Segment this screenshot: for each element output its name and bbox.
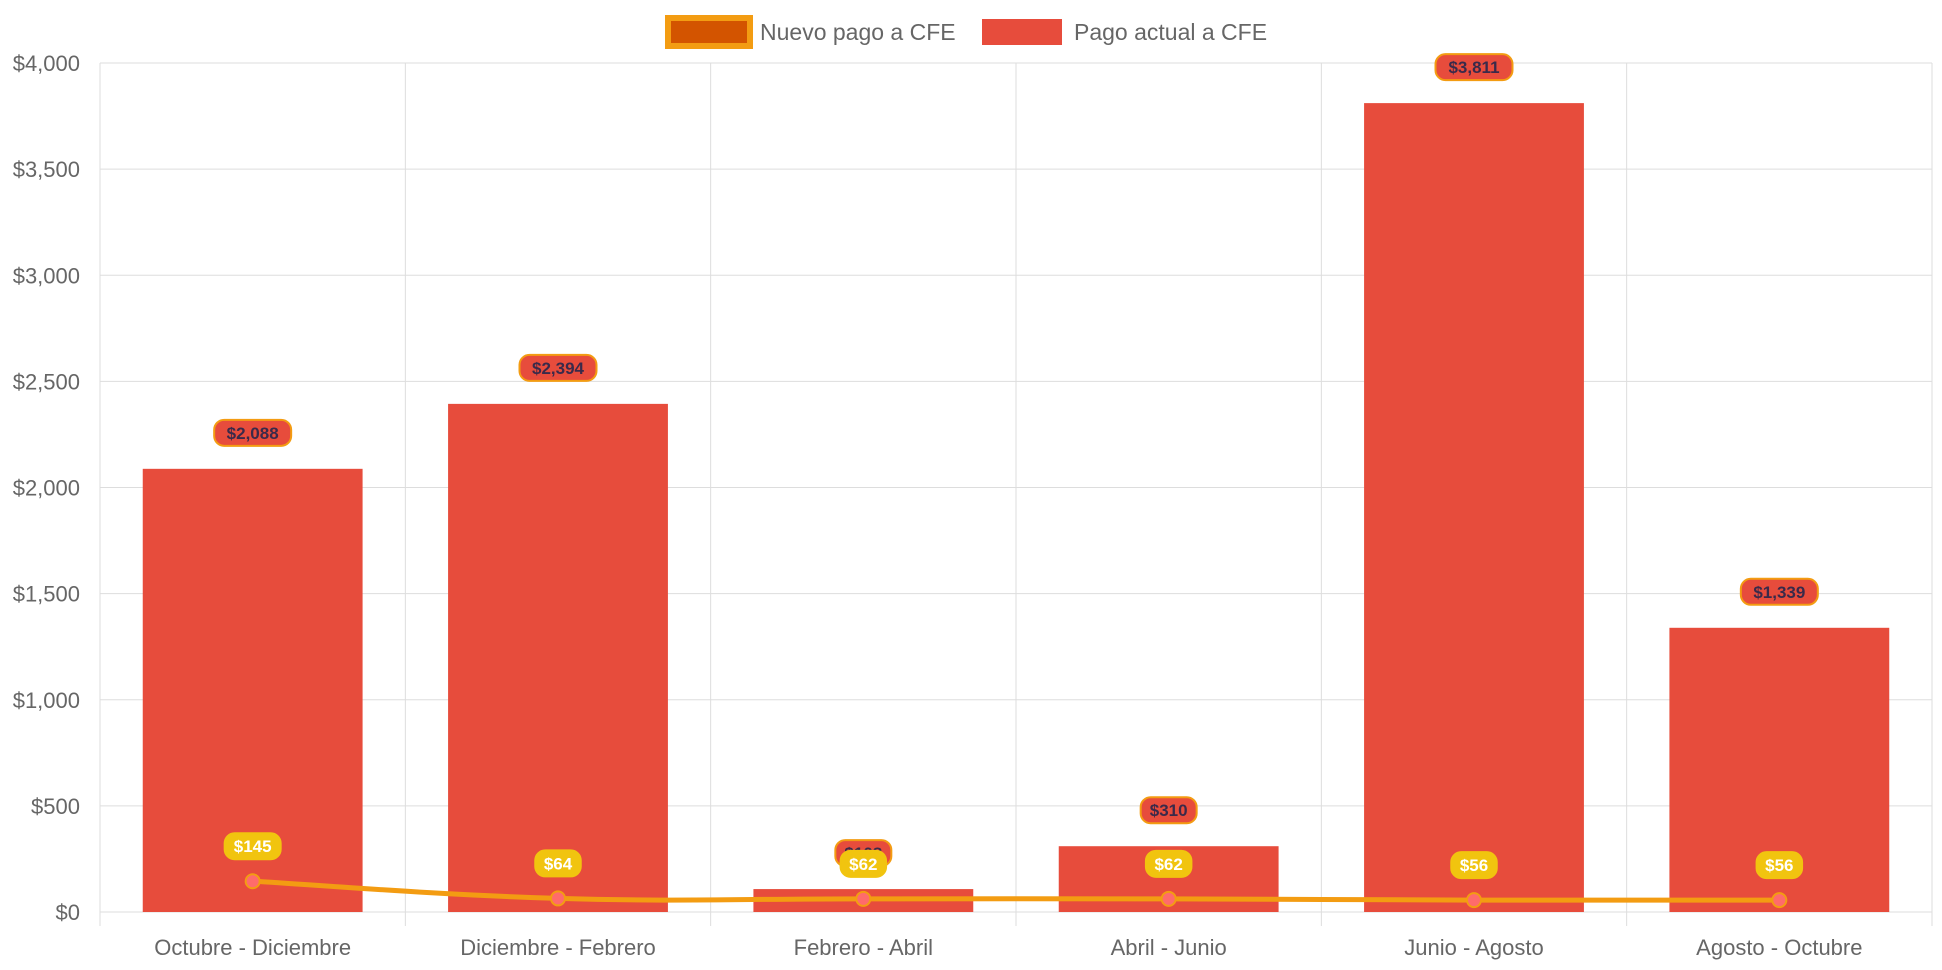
series-line [252, 878, 1780, 903]
line-point[interactable] [1466, 892, 1482, 909]
line-value-label-bg [839, 849, 888, 878]
legend-swatch-bar [982, 19, 1062, 45]
bar-value-label: $310 [1150, 801, 1188, 820]
bar-value-label-bg [518, 353, 598, 382]
y-tick-label: $1,500 [13, 582, 80, 607]
line-point[interactable] [550, 890, 566, 907]
line-point[interactable] [855, 890, 872, 907]
x-tick-label: Febrero - Abril [794, 935, 933, 960]
bar[interactable] [1364, 103, 1584, 913]
legend-label-pago-actual: Pago actual a CFE [1074, 19, 1267, 45]
grid [99, 62, 1933, 926]
bar-value-label-bg [1739, 577, 1819, 606]
bars [142, 103, 1890, 913]
line-point[interactable] [244, 873, 261, 890]
bar[interactable] [448, 403, 668, 912]
bar-value-label-bg [1434, 53, 1514, 82]
legend-swatch-line [665, 15, 753, 49]
y-tick-label: $4,000 [13, 51, 80, 76]
line-value-label-bg [534, 849, 582, 878]
line-value-label: $64 [544, 854, 573, 873]
line-point[interactable] [1771, 892, 1788, 909]
x-tick-label: Agosto - Octubre [1696, 935, 1862, 960]
bar-value-label: $2,394 [532, 359, 585, 378]
bar-value-label: $2,088 [227, 424, 279, 443]
bar-value-label-bg [213, 418, 293, 447]
line-value-label-bg [1450, 851, 1498, 880]
x-tick-label: Octubre - Diciembre [154, 935, 351, 960]
data-labels: $2,088$2,394$108$310$3,811$1,339$145$64$… [213, 53, 1819, 880]
x-tick-label: Diciembre - Febrero [460, 935, 656, 960]
bar-value-label: $1,339 [1753, 583, 1805, 602]
legend-item-pago-actual[interactable]: Pago actual a CFE [982, 19, 1267, 45]
line-value-label: $145 [234, 837, 272, 856]
line-series [244, 873, 1788, 909]
x-tick-label: Abril - Junio [1111, 935, 1227, 960]
line-value-label: $56 [1765, 856, 1793, 875]
legend-label-nuevo-pago: Nuevo pago a CFE [760, 19, 956, 45]
bar-value-label-bg [1139, 796, 1198, 825]
legend-item-nuevo-pago[interactable]: Nuevo pago a CFE [665, 15, 956, 49]
y-tick-label: $2,000 [13, 476, 80, 501]
line-value-label: $56 [1460, 856, 1488, 875]
x-tick-label: Junio - Agosto [1404, 935, 1543, 960]
y-tick-label: $3,000 [13, 263, 80, 288]
axes: $0 $500 $1,000 $1,500 $2,000 $2,500 $3,000 $3,5… [13, 51, 1863, 960]
line-value-label-bg [1755, 851, 1804, 880]
line-value-label: $62 [849, 855, 877, 874]
line-point[interactable] [1160, 890, 1177, 907]
bar-value-label: $3,811 [1448, 58, 1499, 77]
y-tick-label: $0 [56, 900, 80, 925]
y-tick-label: $2,500 [13, 369, 80, 394]
y-tick-label: $3,500 [13, 157, 80, 182]
line-value-label-bg [223, 832, 282, 861]
y-tick-label: $1,000 [13, 688, 80, 713]
legend: Nuevo pago a CFE Pago actual a CFE [665, 15, 1267, 49]
y-tick-label: $500 [31, 794, 80, 819]
line-value-label-bg [1144, 849, 1193, 878]
line-value-label: $62 [1154, 855, 1182, 874]
